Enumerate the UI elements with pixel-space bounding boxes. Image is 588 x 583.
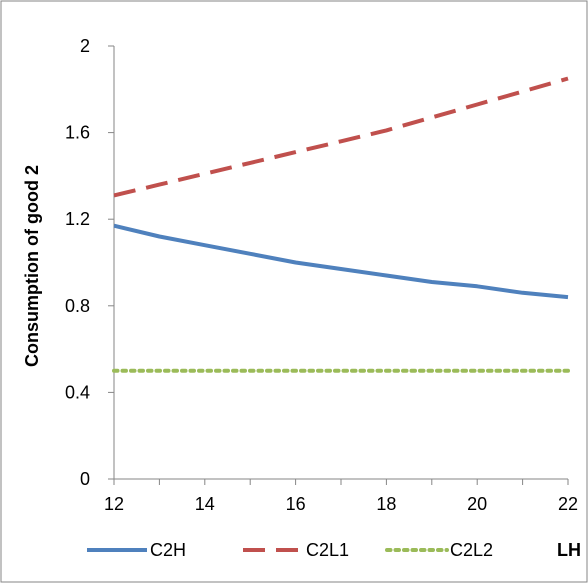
x-tick-label: 20: [467, 494, 487, 514]
x-tick-label: 14: [195, 494, 215, 514]
x-axis-title: LH: [557, 540, 581, 560]
series-layer: [112, 76, 570, 373]
x-tick-label: 12: [104, 494, 124, 514]
x-tick-label: 16: [286, 494, 306, 514]
legend-label-c2l1: C2L1: [306, 540, 349, 560]
series-line-c2l1: [113, 76, 569, 198]
y-tick-label: 2: [80, 36, 90, 56]
y-tick-label: 1.2: [65, 209, 90, 229]
y-tick-label: 0: [80, 469, 90, 489]
series-line-c2h: [113, 223, 569, 300]
legend: C2H C2L1 C2L2: [87, 540, 493, 560]
y-axis-title: Consumption of good 2: [22, 165, 42, 367]
y-tick-label: 1.6: [65, 123, 90, 143]
axes: 0 0.4 0.8 1.2 1.6 2 12 14 16 18 20 22: [65, 36, 578, 514]
x-tick-label: 18: [376, 494, 396, 514]
legend-label-c2l2: C2L2: [450, 540, 493, 560]
legend-label-c2h: C2H: [150, 540, 186, 560]
y-tick-label: 0.8: [65, 296, 90, 316]
y-tick-label: 0.4: [65, 382, 90, 402]
x-tick-label: 22: [558, 494, 578, 514]
